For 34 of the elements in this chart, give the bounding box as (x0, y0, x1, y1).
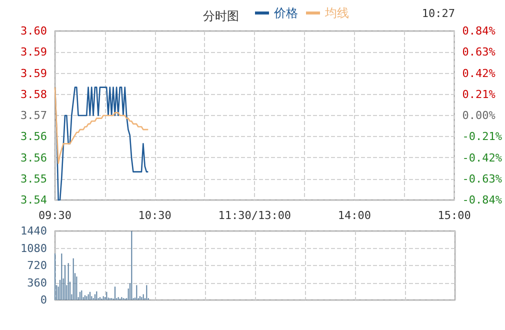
y-tick-label: 3.55 (20, 172, 47, 186)
line-series (54, 86, 149, 164)
y-tick-label: 360 (27, 276, 47, 290)
y-tick-label: 1440 (20, 224, 47, 238)
text: 10:27 (422, 7, 456, 20)
y2-tick-label: 0.21% (462, 88, 496, 101)
x-tick-label: 11:30/13:00 (218, 209, 292, 222)
y2-tick-label: -0.84% (462, 194, 502, 206)
x-tick-label: 10:30 (138, 209, 172, 222)
y2-tick-label: 0.42% (462, 66, 496, 80)
y-tick-label: 3.56 (20, 151, 47, 164)
legend-label: 价格 (273, 6, 298, 20)
y-tick-label: 3.60 (20, 24, 47, 38)
y2-tick-label: -0.63% (462, 172, 502, 186)
y-tick-label: 3.56 (20, 130, 47, 144)
y-tick-label: 3.59 (20, 66, 47, 80)
legend-label: 均线 (324, 6, 349, 20)
x-tick-label: 14:00 (338, 209, 372, 222)
y-tick-label: 3.54 (20, 194, 48, 206)
y2-tick-label: 0.00% (462, 109, 496, 122)
y-tick-label: 3.58 (20, 88, 47, 101)
y-tick-label: 0 (40, 294, 47, 306)
y2-tick-label: 0.63% (462, 46, 496, 59)
y-tick-label: 1080 (20, 242, 47, 255)
x-tick-label: 09:30 (38, 209, 72, 222)
y2-tick-label: -0.42% (462, 151, 502, 164)
y-tick-label: 3.59 (20, 46, 47, 59)
x-tick-label: 15:00 (438, 209, 471, 222)
y2-tick-label: 0.84% (462, 24, 496, 38)
line-series (54, 86, 149, 201)
y2-tick-label: -0.21% (462, 130, 502, 144)
y-tick-label: 720 (27, 259, 47, 272)
chart-title: 分时图 (203, 9, 239, 23)
y-tick-label: 3.57 (20, 109, 47, 122)
